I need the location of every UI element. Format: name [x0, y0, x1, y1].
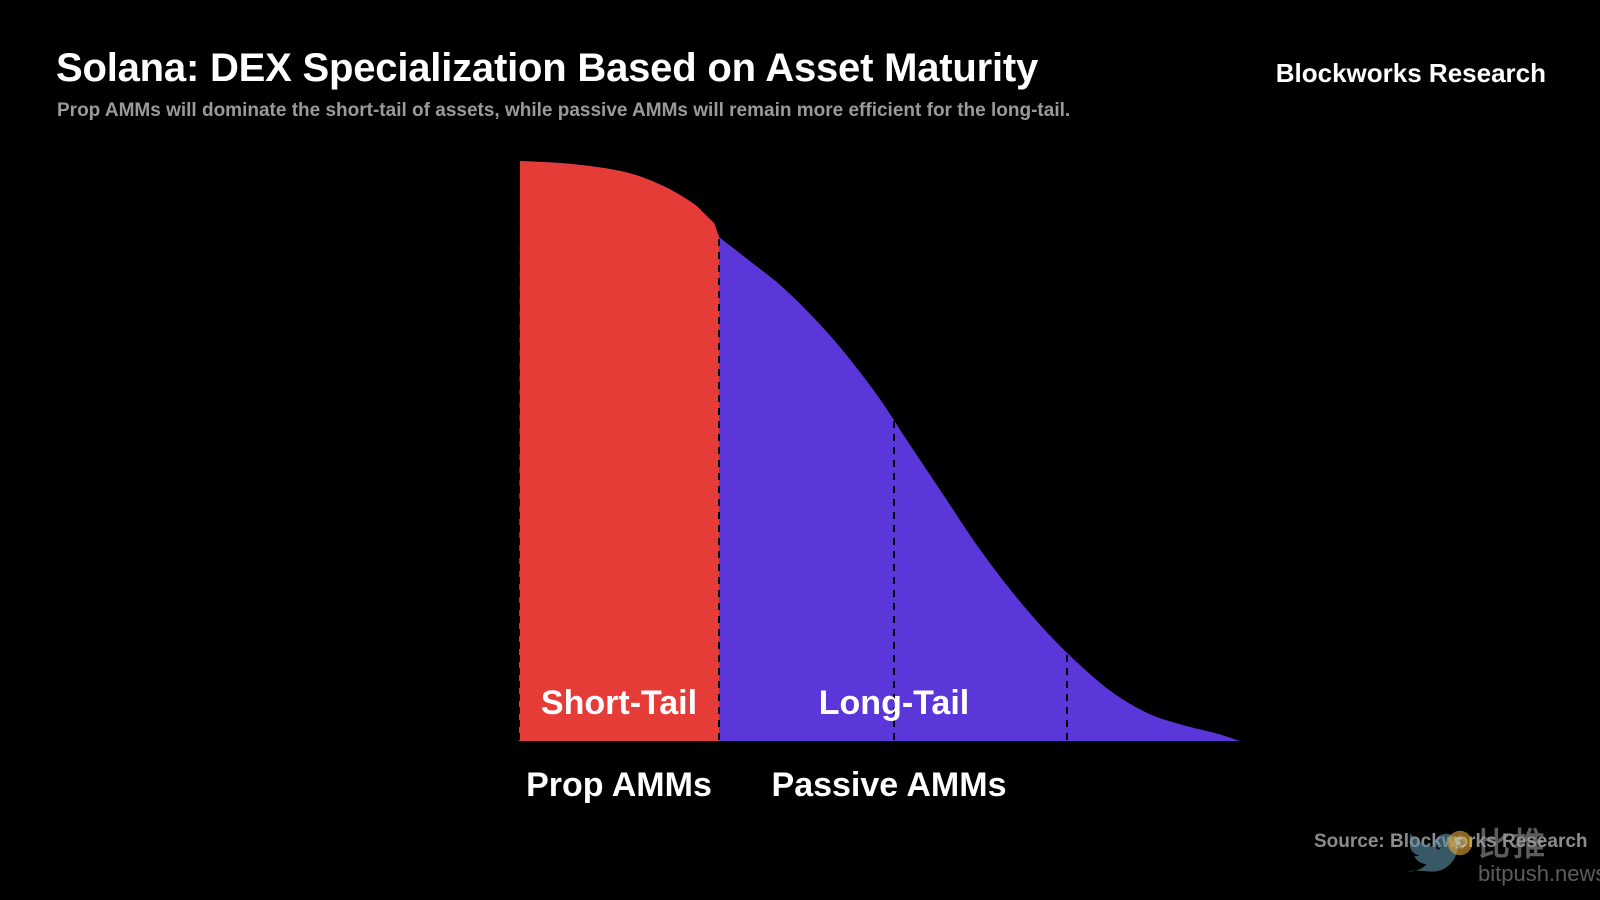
svg-text:B: B [1454, 835, 1465, 852]
